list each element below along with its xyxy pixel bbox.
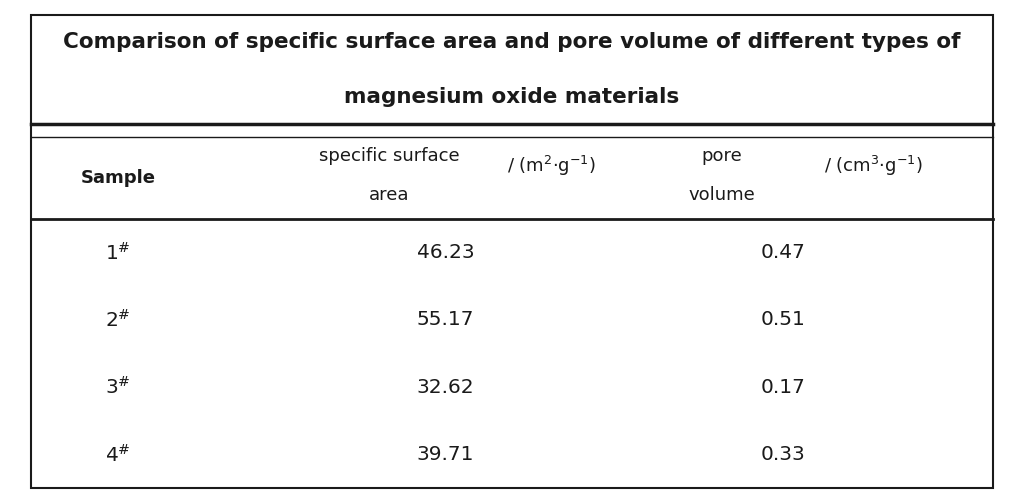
Text: Comparison of specific surface area and pore volume of different types of: Comparison of specific surface area and … xyxy=(63,32,961,52)
Text: 39.71: 39.71 xyxy=(417,445,474,464)
Text: 0.47: 0.47 xyxy=(761,243,806,262)
Text: $3^{\#}$: $3^{\#}$ xyxy=(104,376,131,398)
Text: area: area xyxy=(369,186,410,205)
Text: / (cm$^3$$\cdot$g$^{-1}$): / (cm$^3$$\cdot$g$^{-1}$) xyxy=(824,153,923,178)
Text: 46.23: 46.23 xyxy=(417,243,474,262)
Text: Sample: Sample xyxy=(80,169,156,187)
Text: $1^{\#}$: $1^{\#}$ xyxy=(104,242,131,263)
Text: 55.17: 55.17 xyxy=(417,310,474,330)
Text: $4^{\#}$: $4^{\#}$ xyxy=(104,444,131,465)
Text: $2^{\#}$: $2^{\#}$ xyxy=(104,309,131,331)
Text: / (m$^2$$\cdot$g$^{-1}$): / (m$^2$$\cdot$g$^{-1}$) xyxy=(507,153,596,178)
Text: volume: volume xyxy=(688,186,756,205)
Text: 0.33: 0.33 xyxy=(761,445,806,464)
Text: magnesium oxide materials: magnesium oxide materials xyxy=(344,87,680,107)
Text: specific surface: specific surface xyxy=(318,146,460,165)
Text: 32.62: 32.62 xyxy=(417,377,474,397)
Text: 0.51: 0.51 xyxy=(761,310,806,330)
Text: pore: pore xyxy=(701,146,742,165)
Text: 0.17: 0.17 xyxy=(761,377,806,397)
